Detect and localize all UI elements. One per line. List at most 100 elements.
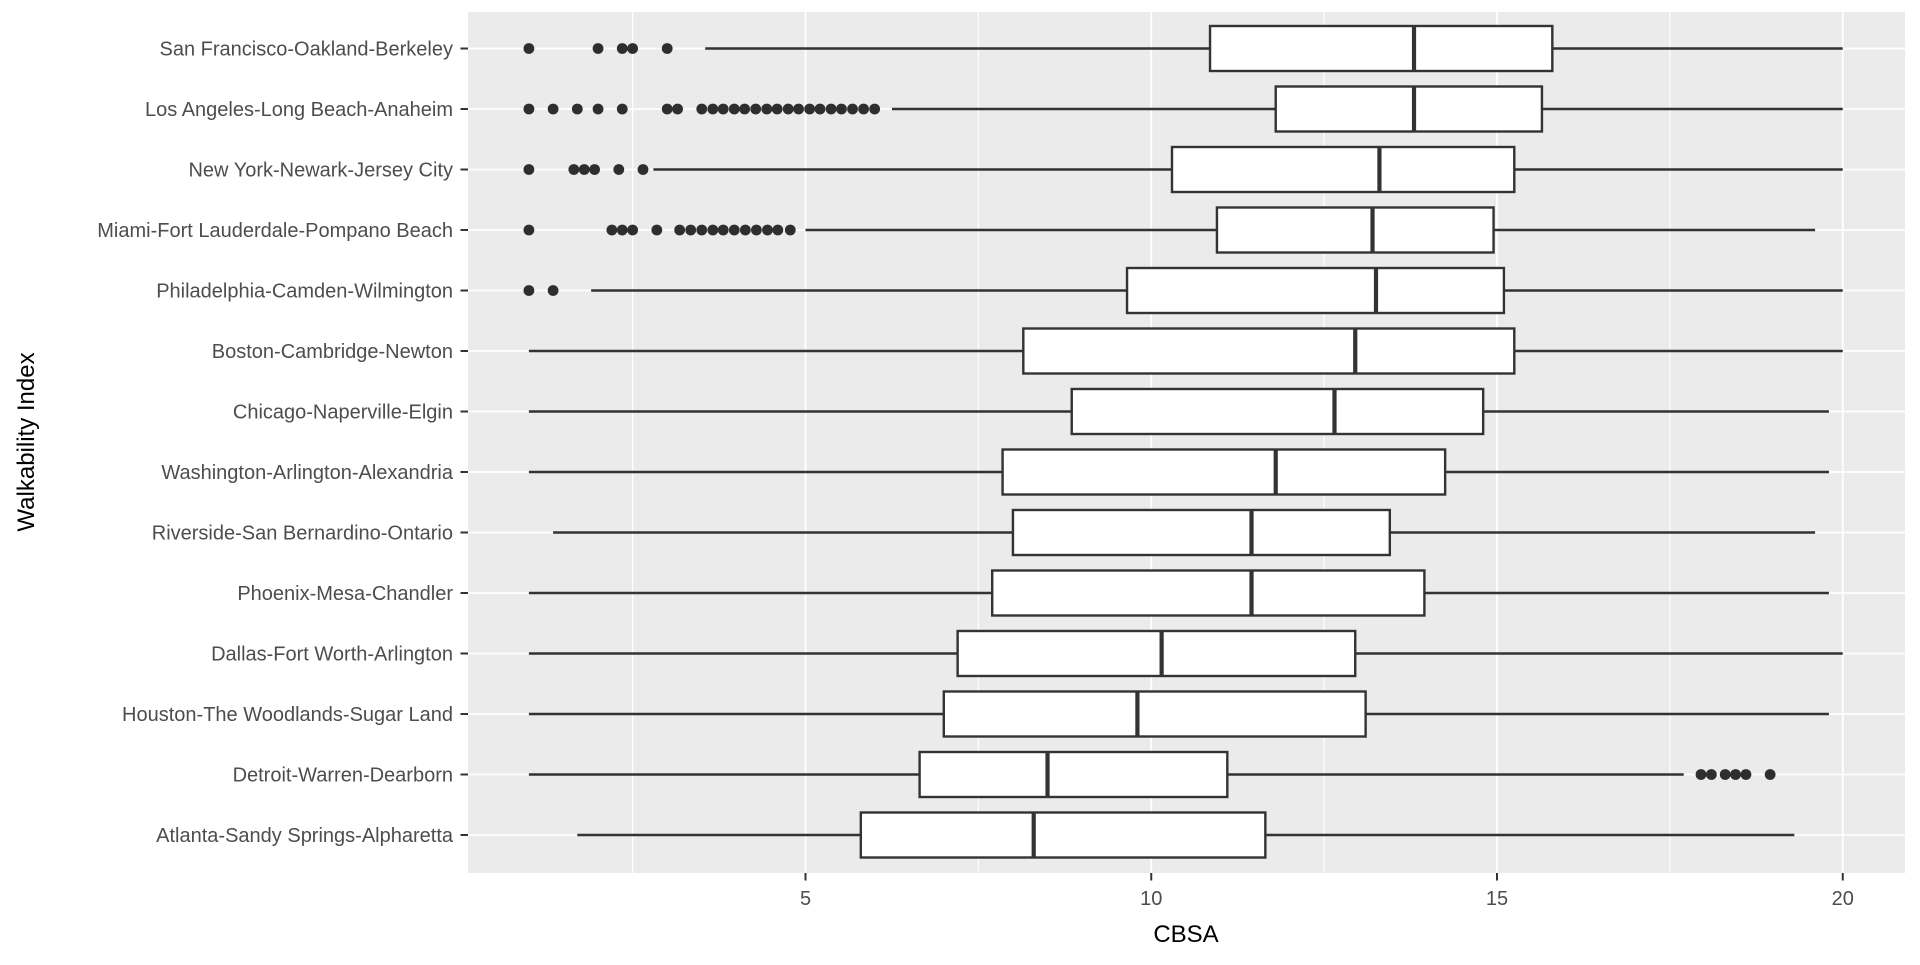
outlier-point [728, 103, 740, 115]
outlier-point [651, 224, 663, 236]
outlier-point [696, 103, 708, 115]
outlier-point [858, 103, 869, 115]
y-tick-label: Detroit-Warren-Dearborn [233, 765, 453, 787]
outlier-point [793, 103, 804, 115]
outlier-point [592, 43, 604, 54]
y-tick-label: Atlanta-Sandy Springs-Alpharetta [156, 825, 454, 847]
outlier-point [750, 103, 762, 115]
boxplot-row [553, 508, 1816, 557]
outlier-point [707, 224, 719, 236]
outlier-point [568, 164, 580, 175]
outlier-point [674, 224, 686, 236]
iqr-box [991, 569, 1426, 617]
outlier-point [847, 103, 858, 115]
boxplot-row [528, 690, 1829, 738]
outlier-point [523, 43, 535, 54]
outlier-point [616, 103, 628, 115]
iqr-box [1022, 327, 1516, 375]
boxplot-row [528, 569, 1829, 617]
iqr-box [1001, 448, 1447, 496]
outlier-point [606, 224, 618, 236]
boxplot-data-layer [523, 24, 1843, 859]
outlier-point [771, 103, 783, 115]
outlier-point [1719, 769, 1731, 780]
outlier-point [589, 164, 600, 175]
boxplot-row [523, 24, 1843, 73]
y-tick-label: San Francisco-Oakland-Berkeley [160, 39, 453, 61]
x-tick-label: 15 [1486, 888, 1508, 910]
y-axis-title: Walkability Index [13, 352, 40, 531]
outlier-point [578, 164, 590, 175]
iqr-box [942, 690, 1367, 738]
plot-panel-layer [468, 12, 1905, 873]
x-tick-label: 5 [800, 888, 811, 910]
outlier-point [782, 103, 794, 115]
boxplot-row [528, 448, 1829, 496]
outlier-point [825, 103, 837, 115]
iqr-box [1274, 85, 1544, 133]
outlier-point [547, 103, 559, 115]
outlier-point [592, 103, 604, 115]
outlier-point [784, 224, 796, 236]
outlier-point [1705, 769, 1717, 780]
iqr-box [1070, 387, 1485, 436]
outlier-point [661, 43, 673, 54]
x-tick-label: 10 [1140, 888, 1162, 910]
iqr-box [1170, 145, 1516, 194]
y-tick-label: Riverside-San Bernardino-Ontario [152, 523, 453, 545]
outlier-point [685, 224, 697, 236]
iqr-box [918, 750, 1229, 799]
axis-layer: San Francisco-Oakland-Berkeley Los Angele… [97, 39, 1854, 911]
outlier-point [696, 224, 708, 236]
outlier-point [1740, 769, 1752, 780]
y-tick-label: Dallas-Fort Worth-Arlington [211, 644, 453, 666]
outlier-point [672, 103, 683, 115]
boxplot-row [523, 266, 1843, 315]
boxplot-row [528, 327, 1843, 375]
outlier-point [761, 103, 773, 115]
outlier-point [1695, 769, 1707, 780]
outlier-point [571, 103, 583, 115]
y-tick-label: Los Angeles-Long Beach-Anaheim [145, 99, 453, 121]
boxplot-row [523, 85, 1843, 133]
outlier-point [717, 224, 729, 236]
outlier-point [616, 224, 628, 236]
iqr-box [1125, 266, 1506, 315]
iqr-box [1011, 508, 1392, 557]
outlier-point [616, 43, 628, 54]
iqr-box [859, 811, 1267, 859]
outlier-point [523, 285, 535, 296]
outlier-point [547, 285, 559, 296]
iqr-box [1208, 24, 1554, 73]
outlier-point [728, 224, 740, 236]
outlier-point [739, 103, 751, 115]
outlier-point [627, 224, 639, 236]
boxplot-row [523, 145, 1843, 194]
outlier-point [772, 224, 784, 236]
outlier-point [751, 224, 762, 236]
y-tick-label: Chicago-Naperville-Elgin [233, 402, 453, 424]
y-tick-label: Phoenix-Mesa-Chandler [237, 583, 453, 605]
outlier-point [523, 103, 535, 115]
boxplot-row [577, 811, 1795, 859]
boxplot-row [528, 750, 1776, 799]
outlier-point [869, 103, 881, 115]
outlier-point [1730, 769, 1741, 780]
outlier-point [661, 103, 673, 115]
outlier-point [717, 103, 729, 115]
outlier-point [739, 224, 751, 236]
outlier-point [613, 164, 625, 175]
outlier-point [707, 103, 719, 115]
boxplot-row [523, 206, 1816, 254]
outlier-point [627, 43, 639, 54]
outlier-point [836, 103, 847, 115]
outlier-point [1764, 769, 1776, 780]
outlier-point [762, 224, 773, 236]
x-tick-label: 20 [1832, 888, 1854, 910]
y-tick-label: Philadelphia-Camden-Wilmington [156, 281, 453, 303]
y-tick-label: Washington-Arlington-Alexandria [161, 462, 454, 484]
outlier-point [523, 164, 535, 175]
outlier-point [637, 164, 649, 175]
